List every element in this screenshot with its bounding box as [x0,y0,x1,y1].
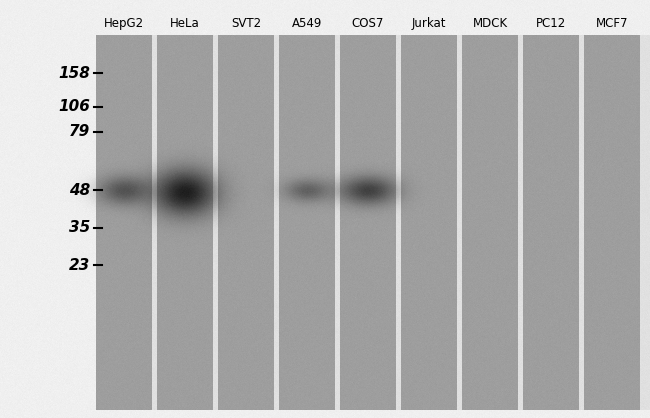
Text: 23: 23 [69,258,90,273]
Text: 158: 158 [58,66,90,81]
Text: HepG2: HepG2 [104,17,144,30]
Text: 79: 79 [69,124,90,139]
Text: A549: A549 [292,17,322,30]
Text: HeLa: HeLa [170,17,200,30]
Text: PC12: PC12 [536,17,566,30]
Text: COS7: COS7 [352,17,384,30]
Text: SVT2: SVT2 [231,17,261,30]
Text: MCF7: MCF7 [596,17,629,30]
Text: 48: 48 [69,183,90,198]
Text: 106: 106 [58,99,90,114]
Text: 35: 35 [69,220,90,235]
Text: MDCK: MDCK [473,17,508,30]
Text: Jurkat: Jurkat [411,17,447,30]
